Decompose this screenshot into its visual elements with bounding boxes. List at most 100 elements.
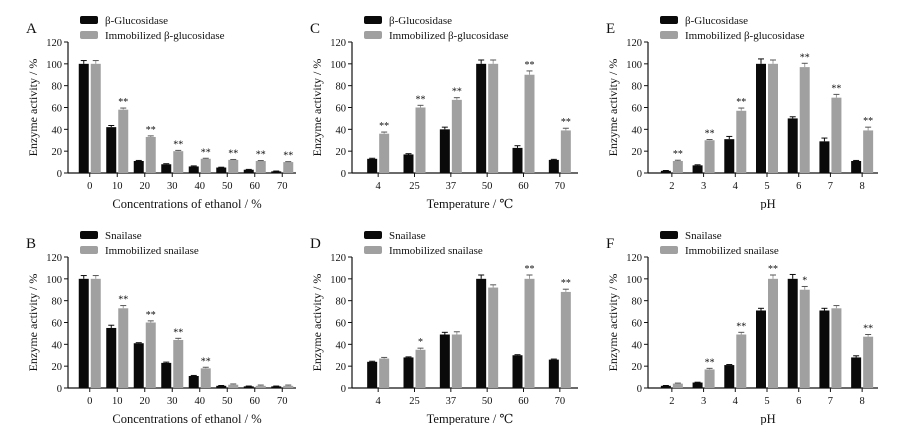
bar-free: [787, 118, 798, 173]
bar-free: [271, 386, 282, 388]
bar-free: [78, 278, 89, 388]
y-axis-label: Enzyme activity / %: [26, 274, 40, 372]
x-tick-label: 5: [764, 181, 769, 192]
significance-marker: **: [283, 151, 293, 162]
bar-free: [724, 139, 735, 173]
x-tick-label: 20: [140, 181, 151, 192]
x-tick-label: 8: [860, 396, 865, 407]
bar-immobilized: [451, 99, 462, 173]
bar-free: [512, 147, 523, 173]
significance-marker: **: [705, 357, 715, 368]
bar-immobilized: [200, 368, 211, 388]
bar-immobilized: [488, 287, 499, 388]
bar-free: [819, 141, 830, 173]
y-tick-label: 80: [52, 82, 63, 93]
y-tick-label: 120: [330, 253, 346, 264]
x-tick-label: 60: [250, 396, 261, 407]
bar-free: [439, 334, 450, 388]
x-tick-label: 25: [409, 396, 420, 407]
bar-immobilized: [736, 110, 747, 173]
y-tick-label: 80: [632, 82, 643, 93]
significance-marker: **: [379, 121, 389, 132]
x-tick-label: 10: [112, 181, 123, 192]
x-tick-label: 37: [446, 396, 457, 407]
y-tick-label: 0: [637, 169, 642, 180]
panel-label: A: [26, 21, 37, 37]
bar-free: [756, 63, 766, 174]
significance-marker: **: [736, 97, 746, 108]
x-tick-label: 8: [860, 181, 865, 192]
significance-marker: **: [561, 117, 571, 128]
x-tick-label: 6: [796, 396, 801, 407]
bar-immobilized: [768, 63, 778, 174]
y-tick-label: 60: [52, 104, 63, 115]
bar-free: [243, 169, 254, 173]
legend-swatch: [80, 31, 98, 39]
significance-marker: **: [736, 321, 746, 332]
legend-label: β-Glucosidase: [389, 15, 452, 27]
legend-swatch: [660, 246, 678, 254]
bar-immobilized: [831, 97, 842, 173]
significance-marker: **: [831, 83, 841, 94]
x-tick-label: 0: [87, 396, 92, 407]
y-tick-label: 40: [52, 340, 63, 351]
bar-free: [851, 160, 862, 173]
x-tick-label: 2: [669, 396, 674, 407]
panel-label: D: [310, 236, 321, 252]
x-tick-label: 7: [828, 181, 833, 192]
bar-free: [188, 375, 199, 388]
legend-swatch: [660, 16, 678, 24]
legend-swatch: [80, 246, 98, 254]
y-tick-label: 60: [336, 319, 347, 330]
chart-svg: D Snailase Immobilized snailase 0 20 40 60 80 10…: [310, 230, 578, 425]
bar-immobilized: [255, 385, 266, 388]
y-axis-label: Enzyme activity / %: [310, 274, 324, 372]
bar-free: [787, 278, 798, 388]
bar-free: [106, 127, 117, 173]
x-tick-label: 37: [446, 181, 457, 192]
bar-immobilized: [672, 160, 683, 173]
y-tick-label: 100: [46, 60, 62, 71]
y-tick-label: 80: [52, 297, 63, 308]
bar-immobilized: [379, 133, 390, 173]
bar-free: [548, 359, 559, 388]
legend-label: Immobilized snailase: [685, 245, 779, 257]
x-tick-label: 10: [112, 396, 123, 407]
bar-free: [660, 170, 671, 173]
legend-swatch: [660, 31, 678, 39]
bar-free: [692, 165, 703, 173]
x-axis-label: pH: [760, 412, 775, 425]
legend-swatch: [364, 31, 382, 39]
x-tick-label: 70: [555, 396, 566, 407]
significance-marker: **: [525, 264, 535, 275]
significance-marker: *: [418, 337, 423, 348]
x-axis-label: Temperature / ℃: [427, 197, 514, 210]
bar-immobilized: [831, 308, 842, 388]
x-tick-label: 20: [140, 396, 151, 407]
bar-immobilized: [200, 158, 211, 173]
bar-free: [851, 357, 862, 388]
bar-immobilized: [379, 358, 390, 388]
y-tick-label: 100: [626, 60, 642, 71]
x-tick-label: 60: [518, 181, 529, 192]
y-tick-label: 40: [52, 125, 63, 136]
chart-svg: F Snailase Immobilized snailase 0 20 40 60 80 10…: [606, 230, 878, 425]
bar-free: [133, 343, 144, 388]
panel-label: E: [606, 21, 615, 37]
x-tick-label: 60: [518, 396, 529, 407]
y-tick-label: 80: [336, 82, 347, 93]
y-tick-label: 100: [330, 60, 346, 71]
legend-label: Snailase: [389, 230, 426, 242]
significance-marker: **: [146, 125, 156, 136]
bar-immobilized: [415, 107, 426, 173]
chart-svg: B Snailase Immobilized snailase 0 20 40 60 80 10…: [26, 230, 296, 425]
bar-free: [161, 164, 172, 173]
panel-B: B Snailase Immobilized snailase 0 20 40 60 80 10…: [0, 215, 310, 425]
bar-free: [439, 129, 450, 173]
bar-free: [367, 361, 378, 388]
legend-label: Immobilized β-glucosidase: [105, 30, 225, 42]
significance-marker: **: [228, 148, 238, 159]
significance-marker: **: [416, 94, 426, 105]
